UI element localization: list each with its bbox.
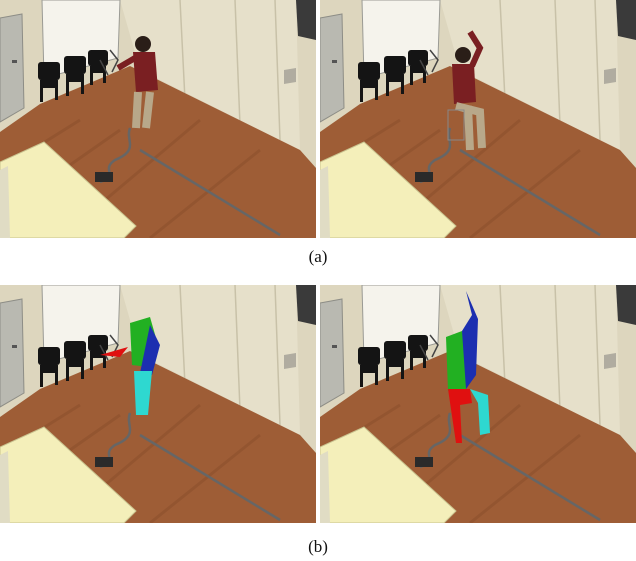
caption: (a): [309, 247, 328, 266]
photo-b-right: [320, 285, 636, 523]
caption: (b): [308, 537, 328, 556]
photo-a-right: [320, 0, 636, 238]
photo-a-left: [0, 0, 316, 238]
photo-b-left: [0, 285, 316, 523]
